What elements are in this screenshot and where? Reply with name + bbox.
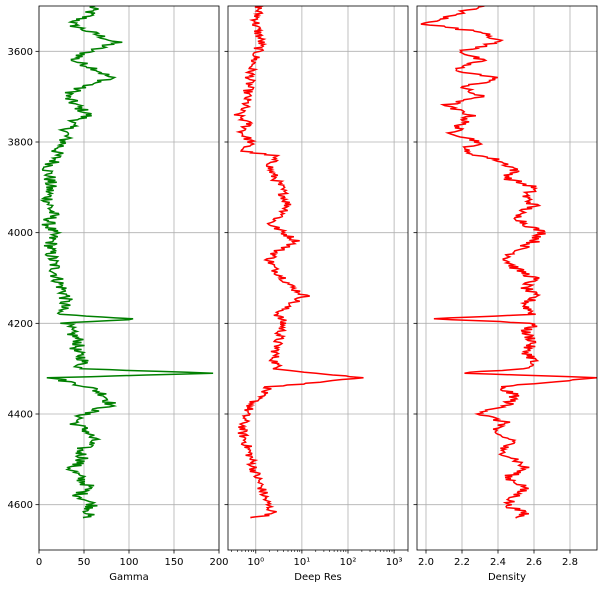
deep-res-track: 10⁰ 10¹ 10² 10³ Deep Res [224,5,409,583]
deep-res-xlabel: Deep Res [294,572,341,583]
x-tick-label: 10¹ [294,557,311,568]
track-frame [227,5,409,551]
density-curve [420,6,597,519]
gamma-curve [39,6,214,519]
x-tick-label: 150 [164,557,183,568]
x-tick-label: 10² [340,557,357,568]
x-tick-label: 2.4 [490,557,506,568]
x-tick-label: 50 [78,557,91,568]
depth-tick-label: 4200 [8,319,33,330]
x-tick-label: 0 [36,557,42,568]
x-tick-label: 100 [119,557,138,568]
x-tick-label: 2.8 [562,557,578,568]
density-track: 2.0 2.2 2.4 2.6 2.8 Density [413,5,598,583]
track-frame [38,5,220,551]
x-tick-label: 10⁰ [247,557,264,568]
gamma-xlabel: Gamma [109,572,149,583]
track-frame [416,5,598,551]
x-tick-label: 10³ [386,557,403,568]
depth-tick-label: 4000 [8,228,33,239]
x-tick-label: 2.0 [418,557,434,568]
gamma-track: 0 50 100 150 200 Gamma [35,5,229,583]
depth-tick-label: 4600 [8,500,33,511]
x-tick-label: 2.6 [526,557,542,568]
depth-tick-label: 3800 [8,138,33,149]
depth-axis: 3600 3800 4000 4200 4400 4600 [8,47,33,511]
density-xlabel: Density [488,572,526,583]
depth-tick-label: 3600 [8,47,33,58]
x-tick-label: 200 [209,557,228,568]
depth-tick-label: 4400 [8,410,33,421]
x-tick-label: 2.2 [454,557,470,568]
deep-res-curve [233,6,364,519]
